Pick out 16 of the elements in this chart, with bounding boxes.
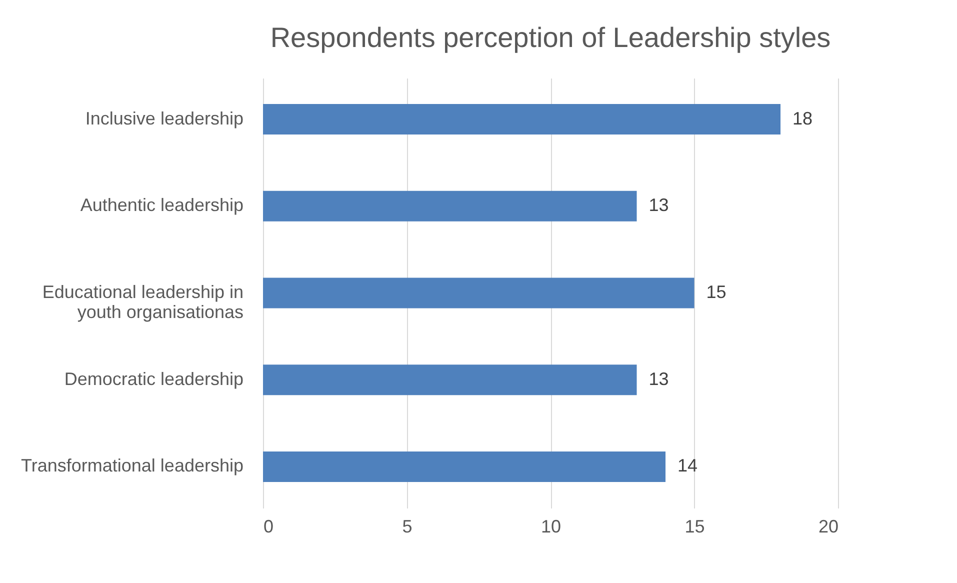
data-label: 14	[678, 456, 698, 476]
x-tick-label: 15	[684, 516, 705, 536]
x-tick-label: 20	[818, 516, 838, 536]
y-tick-label: Authentic leadership	[80, 195, 244, 216]
y-tick-label: Educational leadership in youth organisationas	[42, 282, 244, 322]
data-label: 13	[648, 368, 669, 389]
x-tick-label: 5	[402, 516, 412, 536]
y-tick-label: Inclusive leadership	[85, 108, 244, 128]
chart-title: Respondents perception of Leadership styles	[270, 22, 831, 53]
data-label: 13	[648, 195, 669, 216]
y-tick-label: Transformational leadership	[21, 456, 244, 476]
x-tick-label: 0	[264, 516, 274, 536]
data-label: 18	[792, 108, 813, 128]
data-label: 15	[706, 282, 726, 302]
x-tick-label: 10	[540, 516, 562, 536]
y-tick-label: Democratic leadership	[64, 368, 244, 389]
